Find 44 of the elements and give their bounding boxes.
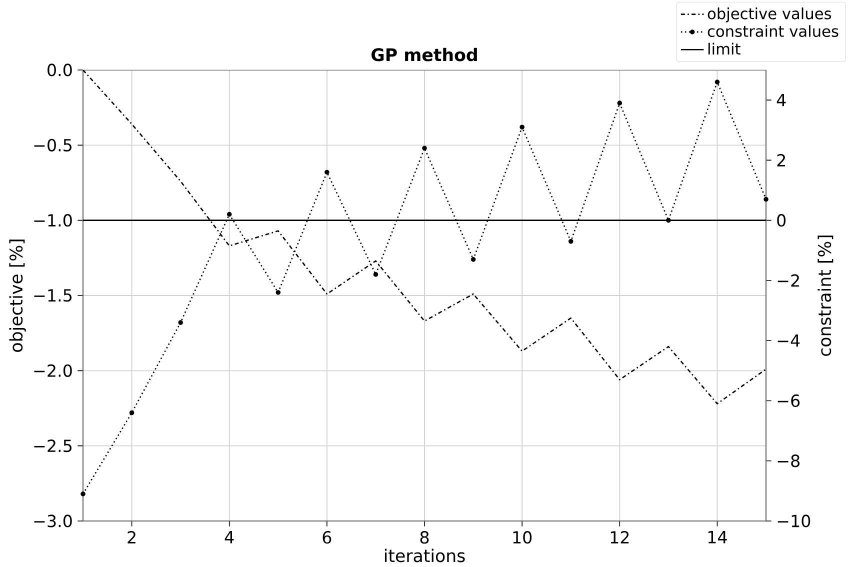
point bbox=[80, 492, 86, 496]
x-tick-label: 2 bbox=[128, 531, 136, 544]
y-tick-label: −2.5 bbox=[34, 440, 72, 452]
legend-label: objective values bbox=[708, 8, 832, 22]
y2-tick-label: −2 bbox=[778, 274, 799, 287]
x-tick-label: 4 bbox=[224, 531, 234, 544]
point bbox=[324, 170, 330, 175]
point bbox=[226, 212, 232, 217]
y2-tick-label: −6 bbox=[778, 394, 800, 408]
point bbox=[178, 320, 183, 325]
point bbox=[617, 100, 622, 106]
x-axis-title: iterations bbox=[385, 548, 465, 562]
x-tick-label: 12 bbox=[610, 531, 629, 544]
y-tick-label: −1.0 bbox=[34, 214, 72, 227]
y-tick-label: −3.0 bbox=[34, 514, 72, 528]
y-tick-label: −0.5 bbox=[34, 138, 72, 152]
legend-label: limit bbox=[708, 42, 740, 54]
y2-tick-label: 4 bbox=[776, 94, 786, 106]
point bbox=[422, 146, 427, 151]
y-tick-label: −1.5 bbox=[34, 289, 72, 302]
y2-tick-label: 0 bbox=[777, 214, 786, 227]
y2-tick-label: 2 bbox=[777, 154, 785, 166]
y2-tick-label: −10 bbox=[778, 514, 810, 528]
chart-title: GP method bbox=[372, 48, 477, 62]
point bbox=[276, 290, 281, 295]
point bbox=[764, 196, 768, 202]
y-axis-title: objective [%] bbox=[9, 240, 26, 352]
y-tick-label: −2.0 bbox=[34, 364, 72, 377]
point bbox=[520, 124, 524, 130]
point bbox=[129, 410, 134, 416]
point bbox=[373, 272, 378, 277]
y2-tick-label: −4 bbox=[778, 334, 800, 347]
x-tick-label: 8 bbox=[420, 531, 429, 544]
x-tick-label: 6 bbox=[322, 531, 332, 544]
point bbox=[666, 218, 671, 223]
point bbox=[470, 257, 476, 262]
point bbox=[714, 80, 720, 84]
x-tick-label: 10 bbox=[513, 531, 532, 544]
y2-axis-title: constraint [%] bbox=[818, 236, 834, 356]
y-tick-label: 0.0 bbox=[48, 64, 72, 76]
legend-label: constraint values bbox=[708, 25, 838, 38]
x-tick-label: 14 bbox=[708, 531, 727, 544]
point bbox=[568, 238, 574, 244]
y2-tick-label: −8 bbox=[778, 454, 800, 468]
